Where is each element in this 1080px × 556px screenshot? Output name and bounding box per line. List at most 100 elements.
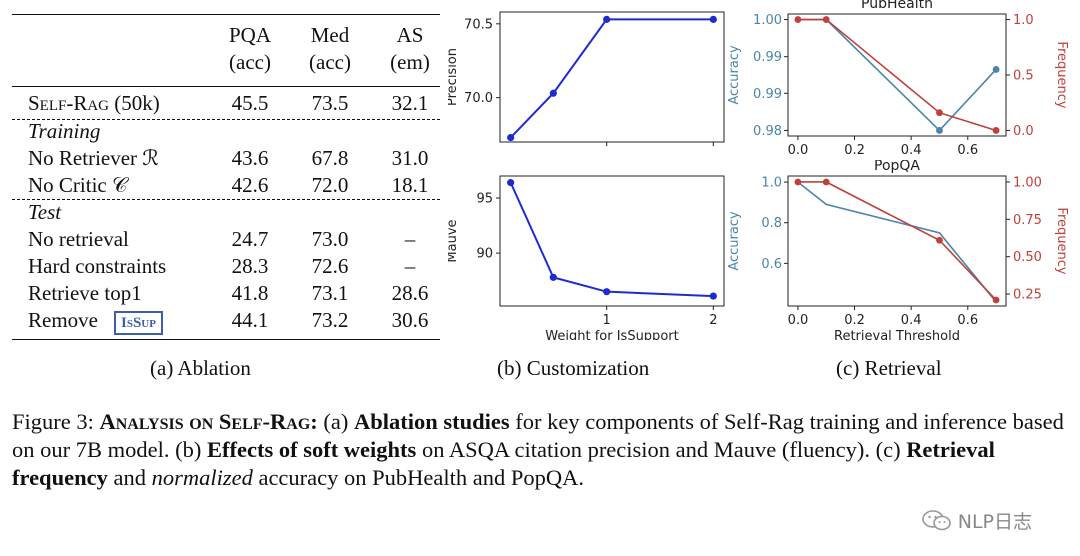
y-tick-label-right: 0.75 bbox=[1013, 213, 1042, 228]
y-tick-label-right: 0.25 bbox=[1013, 288, 1042, 303]
watermark: NLP日志 bbox=[921, 507, 1032, 534]
popqa-chart: PopQA 0.6 0.8 1.0 0.25 0.50 0.75 1.00 0.0 0.2 0.4 0… bbox=[728, 160, 1068, 340]
plot-frame bbox=[787, 13, 1007, 137]
row-remove-issup-label: Remove IsSup bbox=[28, 307, 163, 335]
x-tick-label: 0.6 bbox=[957, 313, 978, 328]
row-hard-constraints-value-1: 28.3 bbox=[231, 254, 269, 278]
x-tick-label: 2 bbox=[709, 313, 717, 328]
row-no-retrieval-value-3: – bbox=[404, 227, 416, 251]
frequency-point bbox=[992, 296, 1000, 304]
row-hard-constraints-value-2: 72.6 bbox=[311, 254, 349, 278]
frequency-line bbox=[797, 18, 997, 132]
data-point bbox=[507, 133, 515, 142]
row-self-rag-value-2: 73.5 bbox=[311, 91, 349, 115]
row-retrieve-top1-value-1: 41.8 bbox=[231, 281, 269, 305]
data-point bbox=[603, 15, 611, 23]
issup-badge: IsSup bbox=[113, 311, 163, 335]
data-point bbox=[549, 273, 557, 281]
y-tick-label-left: 0.99 bbox=[753, 50, 782, 65]
data-point bbox=[709, 15, 717, 23]
row-no-critic-value-1: 42.6 bbox=[231, 173, 269, 197]
x-tick-label: 0.2 bbox=[844, 313, 865, 328]
row-no-retriever-value-2: 67.8 bbox=[311, 146, 349, 170]
row-remove-issup-value-2: 73.2 bbox=[311, 308, 349, 332]
frequency-point bbox=[794, 16, 802, 23]
x-axis-label: Weight for IsSupport bbox=[545, 329, 678, 340]
row-retrieve-top1-label: Retrieve top1 bbox=[28, 281, 142, 305]
table-dashed-rule-2 bbox=[12, 199, 440, 200]
row-hard-constraints-value-3: – bbox=[404, 254, 416, 278]
row-no-retriever-value-1: 43.6 bbox=[231, 146, 269, 170]
chart-title: PopQA bbox=[874, 160, 920, 174]
y-axis-label: Mauve bbox=[448, 219, 460, 262]
x-axis-label: Retrieval Threshold bbox=[834, 329, 960, 340]
data-point bbox=[507, 179, 515, 187]
frequency-point bbox=[822, 178, 830, 186]
x-tick-label: 0.6 bbox=[957, 143, 978, 158]
row-no-retrieval-value-1: 24.7 bbox=[231, 227, 269, 251]
x-tick-label: 2 bbox=[709, 149, 717, 150]
x-tick-label: 0.4 bbox=[901, 313, 922, 328]
frequency-point bbox=[794, 178, 802, 186]
frequency-point bbox=[992, 127, 1000, 134]
y-tick-label-right: 1.0 bbox=[1013, 13, 1034, 28]
row-self-rag-value-3: 32.1 bbox=[391, 91, 429, 115]
col-header-med: Med (acc) bbox=[309, 23, 351, 74]
y-tick-label-left: 0.98 bbox=[753, 124, 782, 139]
plot-frame bbox=[499, 11, 725, 143]
data-point bbox=[549, 89, 557, 97]
caption-title: Analysis on Self-Rag: bbox=[99, 409, 318, 434]
y-axis-label: Precision bbox=[448, 48, 460, 106]
row-no-retriever-label: No Retriever ℛ bbox=[28, 146, 160, 170]
mauve-chart: 90 95 1 2 Mauve Weight for IsSupport bbox=[448, 175, 725, 340]
accuracy-line bbox=[797, 18, 997, 132]
plot-frame bbox=[499, 175, 725, 307]
y-tick-label-left: 1.00 bbox=[753, 13, 782, 28]
x-tick-label: 0.2 bbox=[844, 143, 865, 158]
series-line bbox=[509, 182, 714, 298]
y-tick-label-left: 1.0 bbox=[761, 176, 782, 191]
x-tick-label: 0.0 bbox=[788, 143, 809, 158]
y-axis-label-left: Accuracy bbox=[728, 211, 742, 271]
frequency-point bbox=[936, 109, 943, 117]
row-no-critic-value-2: 72.0 bbox=[311, 173, 349, 197]
data-point bbox=[603, 288, 611, 296]
y-axis-label-right: Frequency bbox=[1054, 207, 1068, 274]
x-tick-label: 0.4 bbox=[901, 143, 922, 158]
y-axis-label-right: Frequency bbox=[1054, 41, 1068, 108]
y-tick-label: 95 bbox=[476, 192, 493, 207]
x-tick-label: 1 bbox=[603, 149, 611, 150]
retrieval-caption: (c) Retrieval bbox=[836, 356, 942, 380]
row-self-rag-label: Self-Rag (50k) bbox=[28, 91, 160, 115]
row-retrieve-top1-value-3: 28.6 bbox=[391, 281, 429, 305]
y-tick-label: 90 bbox=[476, 247, 493, 262]
x-tick-label: 1 bbox=[603, 313, 611, 328]
series-line bbox=[509, 18, 714, 139]
section-test: Test bbox=[28, 200, 62, 224]
figure-caption: Figure 3: Analysis on Self-Rag: (a) Abla… bbox=[12, 409, 1064, 490]
row-remove-issup-value-3: 30.6 bbox=[391, 308, 429, 332]
y-tick-label-right: 0.0 bbox=[1013, 124, 1034, 139]
table-top-rule bbox=[12, 14, 440, 15]
y-tick-label: 70.0 bbox=[464, 91, 493, 106]
table-bottom-rule bbox=[12, 339, 440, 340]
row-no-critic-label: No Critic 𝒞 bbox=[28, 173, 128, 197]
section-training: Training bbox=[28, 119, 101, 143]
y-tick-label-left: 0.8 bbox=[761, 216, 782, 231]
col-header-as: AS (em) bbox=[390, 23, 430, 74]
wechat-icon bbox=[921, 509, 951, 530]
frequency-line bbox=[797, 181, 997, 301]
row-no-retriever-value-3: 31.0 bbox=[391, 146, 429, 170]
frequency-point bbox=[936, 236, 943, 244]
row-self-rag-value-1: 45.5 bbox=[231, 91, 269, 115]
table-header-rule bbox=[12, 86, 440, 87]
accuracy-point bbox=[992, 66, 1000, 73]
data-point bbox=[709, 292, 717, 300]
y-tick-label-right: 1.00 bbox=[1013, 175, 1042, 190]
pubhealth-chart: PubHealth 0.98 0.99 0.99 1.00 0.0 0.5 1.0 0.0 0.2… bbox=[728, 0, 1068, 158]
row-no-retrieval-value-2: 73.0 bbox=[311, 227, 349, 251]
row-remove-issup-value-1: 44.1 bbox=[231, 308, 269, 332]
frequency-point bbox=[822, 16, 830, 23]
row-no-critic-value-3: 18.1 bbox=[391, 173, 429, 197]
customization-caption: (b) Customization bbox=[497, 356, 650, 380]
